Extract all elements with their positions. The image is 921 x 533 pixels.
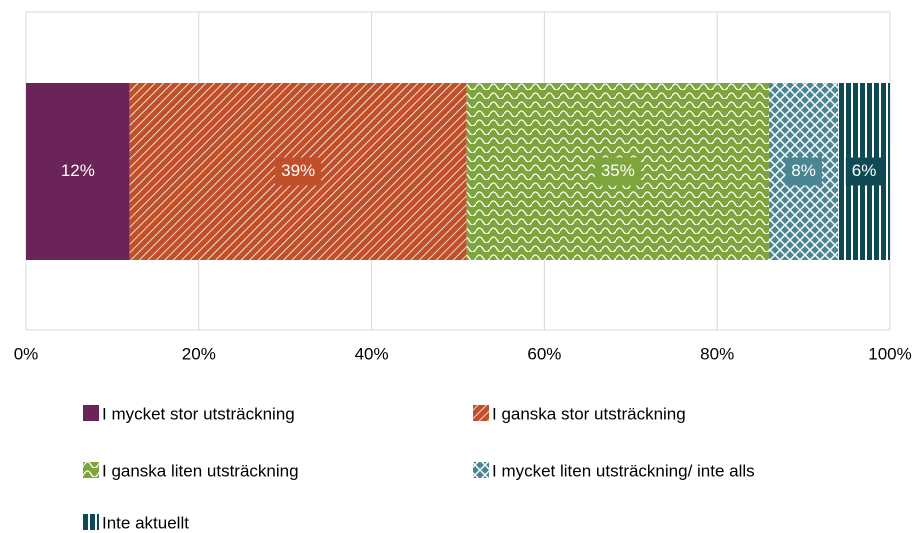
value-label-bg xyxy=(54,157,101,186)
x-tick-label: 100% xyxy=(868,344,911,363)
x-tick-label: 0% xyxy=(14,344,39,363)
value-label: 6% xyxy=(852,161,877,180)
legend-swatch xyxy=(473,405,489,421)
value-label: 39% xyxy=(281,161,315,180)
value-label: 35% xyxy=(601,161,635,180)
x-tick-label: 40% xyxy=(355,344,389,363)
value-label: 12% xyxy=(61,161,95,180)
legend-swatch xyxy=(473,462,489,478)
legend-label: I mycket liten utsträckning/ inte alls xyxy=(492,461,755,480)
value-label-bg xyxy=(785,157,822,186)
x-tick-label: 20% xyxy=(182,344,216,363)
legend-swatch xyxy=(83,405,99,421)
value-label-bg xyxy=(594,157,641,186)
value-label-bg xyxy=(275,157,322,186)
legend-label: I mycket stor utsträckning xyxy=(102,404,295,423)
legend-swatch xyxy=(83,514,99,530)
value-label: 8% xyxy=(791,161,816,180)
legend-swatch xyxy=(83,462,99,478)
value-label-bg xyxy=(845,157,883,186)
legend-label: I ganska stor utsträckning xyxy=(492,404,686,423)
legend-label: I ganska liten utsträckning xyxy=(102,461,299,480)
legend-label: Inte aktuellt xyxy=(102,513,189,532)
x-tick-label: 80% xyxy=(700,344,734,363)
x-tick-label: 60% xyxy=(527,344,561,363)
